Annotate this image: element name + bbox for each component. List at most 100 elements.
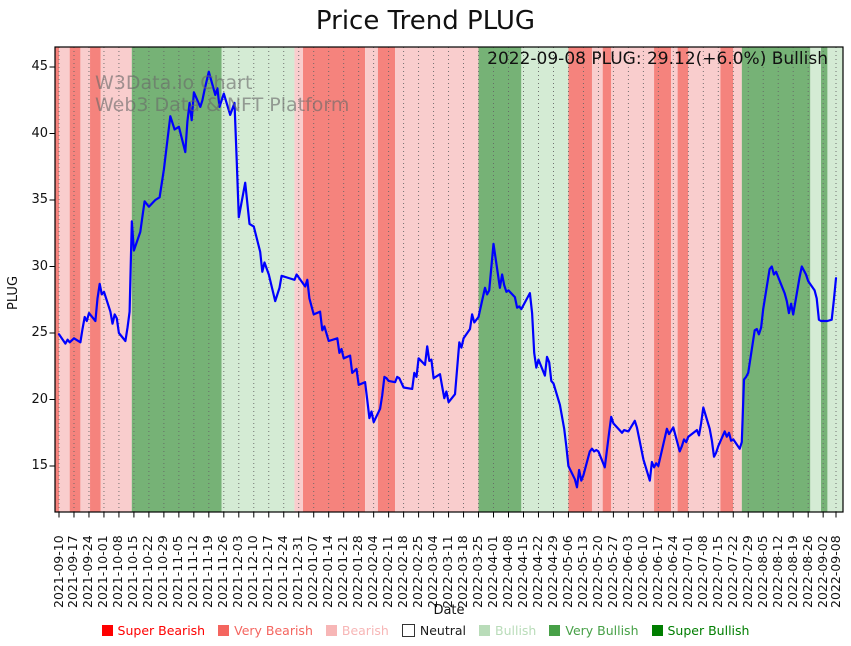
legend-item-neutral: Neutral <box>401 622 466 638</box>
sentiment-band-very-bearish <box>677 47 689 512</box>
legend-label: Neutral <box>419 622 466 638</box>
legend-label: Very Bullish <box>565 622 639 638</box>
latest-price-annotation: 2022-09-08 PLUG: 29.12(+6.0%) Bullish <box>487 49 828 69</box>
sentiment-band-very-bullish <box>131 47 222 512</box>
legend-item-bullish: Bullish <box>479 623 536 638</box>
x-tick-label: 2022-04-22 <box>529 535 545 608</box>
x-tick-label: 2022-05-27 <box>604 535 620 608</box>
x-tick-label: 2022-05-20 <box>589 535 605 608</box>
legend-item-bearish: Bearish <box>325 623 389 638</box>
sentiment-band-very-bearish <box>654 47 672 512</box>
x-tick-label: 2021-12-24 <box>275 535 291 608</box>
x-tick-label: 2021-10-15 <box>125 535 141 608</box>
x-tick-label: 2022-08-19 <box>784 535 800 608</box>
x-tick-label: 2022-07-22 <box>724 535 740 608</box>
sentiment-band-bearish <box>688 47 721 512</box>
legend-item-very-bearish: Very Bearish <box>218 623 313 638</box>
legend-label: Very Bearish <box>234 622 313 638</box>
x-tick-label: 2021-11-05 <box>170 535 186 608</box>
sentiment-band-bullish <box>221 47 295 512</box>
x-tick-label: 2021-11-12 <box>185 535 201 608</box>
x-tick-label: 2022-01-21 <box>335 535 351 608</box>
x-tick-label: 2022-04-29 <box>544 535 560 608</box>
x-tick-label: 2021-10-22 <box>140 535 156 608</box>
legend-label: Super Bearish <box>117 622 206 638</box>
x-tick-label: 2021-12-10 <box>245 535 261 608</box>
x-tick-label: 2022-04-15 <box>514 535 530 608</box>
sentiment-band-bullish <box>521 47 569 512</box>
x-tick-label: 2022-06-03 <box>619 535 635 608</box>
y-tick-label: 45 <box>31 59 48 74</box>
sentiment-band-bullish <box>810 47 822 512</box>
legend-item-super-bearish: Super Bearish <box>101 622 206 638</box>
y-tick-label: 25 <box>31 325 48 340</box>
chart-title: Price Trend PLUG <box>315 6 536 36</box>
sentiment-band-very-bearish <box>568 47 592 512</box>
x-tick-label: 2022-04-01 <box>485 535 501 608</box>
sentiment-band-very-bearish <box>720 47 734 512</box>
sentiment-band-very-bearish <box>303 47 366 512</box>
price-line <box>57 70 838 489</box>
legend-swatch <box>549 624 561 636</box>
x-tick-label: 2022-03-04 <box>425 535 441 608</box>
x-tick-label: 2022-01-07 <box>305 535 321 608</box>
watermark-line1: W3Data.io Chart <box>95 72 253 94</box>
x-tick-label: 2022-03-11 <box>440 535 456 608</box>
x-tick-label: 2022-06-10 <box>634 535 650 608</box>
y-tick-label: 40 <box>31 125 48 141</box>
x-tick-label: 2022-05-06 <box>559 535 575 608</box>
sentiment-band-very-bearish <box>69 47 81 512</box>
y-tick-label: 15 <box>31 458 48 473</box>
x-tick-label: 2021-11-26 <box>215 535 231 608</box>
y-tick-label: 35 <box>31 192 48 207</box>
x-tick-label: 2022-08-05 <box>754 535 770 608</box>
x-tick-label: 2022-06-17 <box>649 535 665 608</box>
x-tick-label: 2022-01-28 <box>350 535 366 608</box>
y-tick-label: 20 <box>31 391 48 407</box>
x-tick-label: 2022-07-01 <box>679 535 695 608</box>
x-tick-label: 2022-02-11 <box>380 535 396 608</box>
x-tick-label: 2022-07-29 <box>739 535 755 608</box>
sentiment-band-bearish <box>80 47 91 512</box>
sentiment-band-bearish <box>611 47 655 512</box>
x-tick-label: 2022-09-08 <box>827 535 843 608</box>
x-tick-label: 2021-10-29 <box>155 535 171 608</box>
legend-label: Bullish <box>495 622 537 638</box>
x-tick-label: 2022-03-25 <box>470 535 486 608</box>
sentiment-band-very-bearish <box>602 47 612 512</box>
x-tick-label: 2022-01-14 <box>320 535 336 608</box>
legend-swatch <box>479 624 490 636</box>
sentiment-band-bearish <box>733 47 742 512</box>
x-tick-label: 2022-03-18 <box>455 535 471 608</box>
legend-swatch <box>401 623 415 637</box>
legend-label: Super Bullish <box>667 622 750 638</box>
x-tick-label: 2021-12-31 <box>290 535 306 608</box>
x-tick-label: 2022-02-04 <box>365 535 381 608</box>
x-tick-label: 2021-12-03 <box>230 535 246 608</box>
sentiment-band-bearish <box>365 47 378 512</box>
x-tick-label: 2022-06-24 <box>664 535 680 608</box>
sentiment-band-very-bearish <box>55 47 59 512</box>
x-tick-label: 2022-07-08 <box>694 535 710 608</box>
sentiment-band-bearish <box>591 47 603 512</box>
legend-swatch <box>651 624 663 636</box>
sentiment-band-bearish <box>100 47 132 512</box>
x-tick-label: 2022-08-12 <box>769 535 785 608</box>
x-axis-label: Date <box>433 603 465 618</box>
sentiment-band-bearish <box>671 47 678 512</box>
x-tick-label: 2022-02-25 <box>410 535 426 608</box>
x-tick-label: 2022-08-26 <box>799 535 815 608</box>
sentiment-legend: Super Bearish Very Bearish Bearish Neutral B… <box>0 619 851 641</box>
x-tick-label: 2022-04-08 <box>500 535 515 608</box>
sentiment-band-very-bullish <box>821 47 828 512</box>
x-tick-label: 2022-07-15 <box>709 535 725 608</box>
legend-item-very-bullish: Very Bullish <box>549 622 639 638</box>
sentiment-band-very-bullish <box>478 47 522 512</box>
sentiment-band-bearish <box>59 47 70 512</box>
sentiment-band-very-bearish <box>90 47 101 512</box>
legend-swatch <box>325 624 337 636</box>
x-tick-label: 2022-05-13 <box>574 535 590 608</box>
watermark-line2: Web3 Data & NFT Platform <box>95 94 350 116</box>
